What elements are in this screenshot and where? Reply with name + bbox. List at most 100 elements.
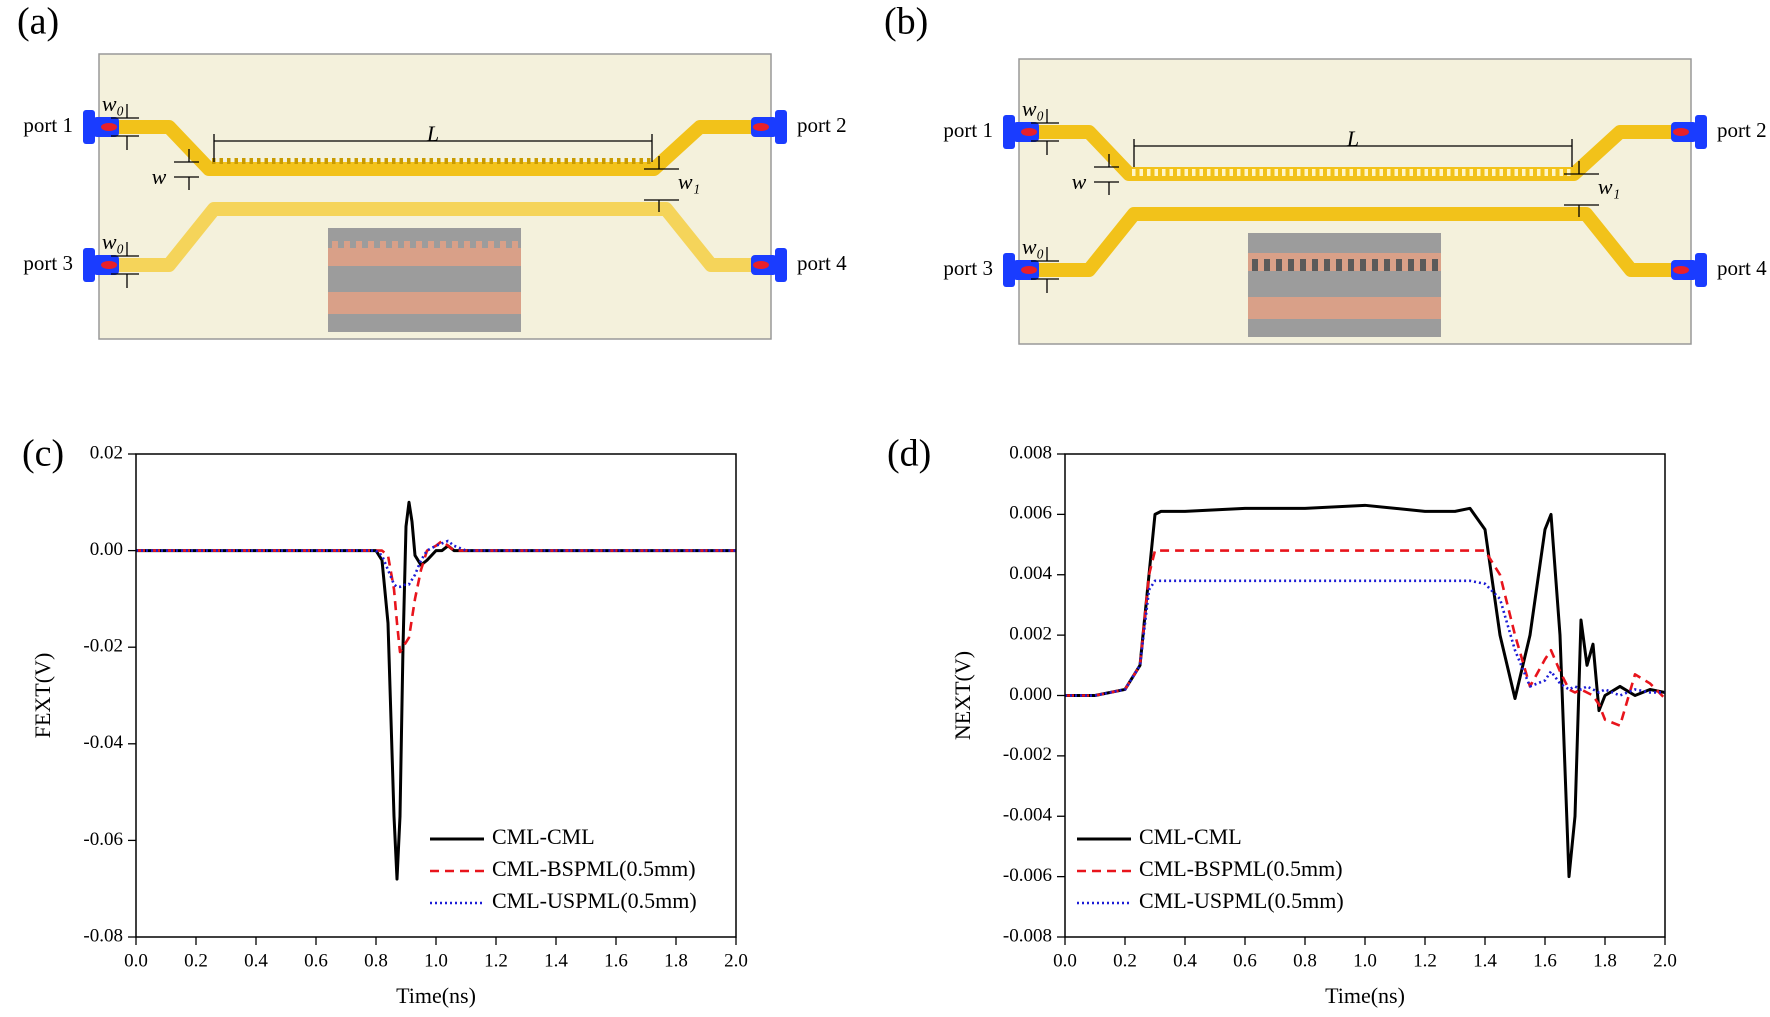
inset-tooth: [1360, 259, 1366, 271]
inset-strip: [1248, 253, 1441, 271]
comb-tooth: [1192, 169, 1196, 176]
comb-tooth: [392, 158, 396, 164]
inset-tooth: [1264, 259, 1270, 271]
inset-tooth: [1420, 259, 1426, 271]
port-label: port 3: [23, 251, 73, 275]
comb-tooth: [1342, 169, 1346, 176]
x-tick-label: 0.4: [244, 950, 268, 971]
comb-tooth: [264, 158, 268, 164]
comb-tooth: [1537, 169, 1541, 176]
comb-tooth: [1559, 169, 1563, 176]
y-tick-label: -0.002: [1003, 744, 1052, 765]
comb-tooth: [489, 158, 493, 164]
comb-tooth: [1469, 169, 1473, 176]
inset-tooth: [392, 241, 398, 248]
comb-tooth: [1274, 169, 1278, 176]
inset-tooth: [1276, 259, 1282, 271]
x-tick-label: 0.6: [1233, 950, 1257, 971]
comb-tooth: [519, 158, 523, 164]
comb-tooth: [1454, 169, 1458, 176]
connector-pin: [753, 261, 769, 269]
dimension-label: w: [1072, 169, 1087, 194]
inset-tooth: [1288, 259, 1294, 271]
inset-tooth: [1372, 259, 1378, 271]
comb-tooth: [1499, 169, 1503, 176]
panel-label: (b): [884, 1, 928, 43]
comb-tooth: [1229, 169, 1233, 176]
comb-tooth: [407, 158, 411, 164]
comb-tooth: [1237, 169, 1241, 176]
comb-tooth: [362, 158, 366, 164]
dimension-label: L: [426, 121, 439, 146]
comb-tooth: [399, 158, 403, 164]
comb-tooth: [1184, 169, 1188, 176]
comb-tooth: [512, 158, 516, 164]
comb-tooth: [609, 158, 613, 164]
connector-pin: [101, 123, 117, 131]
x-tick-label: 1.0: [1353, 950, 1377, 971]
y-tick-label: -0.06: [83, 829, 123, 850]
comb-tooth: [422, 158, 426, 164]
y-tick-label: 0.006: [1009, 503, 1052, 524]
comb-tooth: [1199, 169, 1203, 176]
comb-tooth: [1514, 169, 1518, 176]
inset-tooth: [1432, 259, 1438, 271]
inset-tooth: [1408, 259, 1414, 271]
comb-tooth: [1319, 169, 1323, 176]
comb-tooth: [1357, 169, 1361, 176]
connector-pin: [753, 123, 769, 131]
legend-label: CML-USPML(0.5mm): [492, 888, 697, 913]
x-tick-label: 1.2: [1413, 950, 1437, 971]
y-tick-label: -0.04: [83, 732, 123, 753]
comb-tooth: [617, 158, 621, 164]
x-tick-label: 1.4: [1473, 950, 1497, 971]
comb-tooth: [414, 158, 418, 164]
x-tick-label: 1.6: [1533, 950, 1557, 971]
comb-tooth: [1214, 169, 1218, 176]
port-label: port 1: [23, 113, 73, 137]
x-tick-label: 0.0: [124, 950, 148, 971]
comb-tooth: [1529, 169, 1533, 176]
x-tick-label: 0.2: [184, 950, 208, 971]
comb-tooth: [1424, 169, 1428, 176]
comb-tooth: [1132, 169, 1136, 176]
panel-label: (d): [887, 433, 931, 475]
x-tick-label: 0.8: [1293, 950, 1317, 971]
comb-tooth: [227, 158, 231, 164]
y-axis-label: FEXT(V): [30, 653, 55, 739]
comb-tooth: [1522, 169, 1526, 176]
connector: [83, 110, 95, 144]
comb-tooth: [444, 158, 448, 164]
panel-label: (a): [17, 1, 59, 43]
port-label: port 2: [1717, 118, 1767, 142]
x-tick-label: 1.2: [484, 950, 508, 971]
dimension-label: L: [1346, 126, 1359, 151]
y-tick-label: 0.004: [1009, 563, 1052, 584]
comb-tooth: [1304, 169, 1308, 176]
comb-tooth: [302, 158, 306, 164]
x-tick-label: 1.8: [664, 950, 688, 971]
panel-label: (c): [22, 433, 64, 475]
comb-tooth: [1567, 169, 1571, 176]
dimension-label: w: [152, 164, 167, 189]
comb-tooth: [1297, 169, 1301, 176]
y-axis-label: NEXT(V): [950, 651, 975, 740]
connector: [1003, 115, 1015, 149]
inset-tooth: [368, 241, 374, 248]
y-tick-label: -0.08: [83, 925, 123, 946]
inset-photo: [1248, 233, 1441, 337]
dimension-label: w₀: [1022, 234, 1044, 259]
inset-tooth: [476, 241, 482, 248]
dimension-label: w₀: [102, 91, 124, 116]
comb-tooth: [1289, 169, 1293, 176]
comb-tooth: [257, 158, 261, 164]
y-tick-label: 0.000: [1009, 684, 1052, 705]
comb-tooth: [1544, 169, 1548, 176]
x-tick-label: 1.0: [424, 950, 448, 971]
comb-tooth: [1492, 169, 1496, 176]
series-line: [1065, 503, 1665, 879]
diagram: w₀ w w₁ Lw₀ port 1 port 2 port 3 port 4: [943, 58, 1767, 345]
comb-tooth: [1484, 169, 1488, 176]
